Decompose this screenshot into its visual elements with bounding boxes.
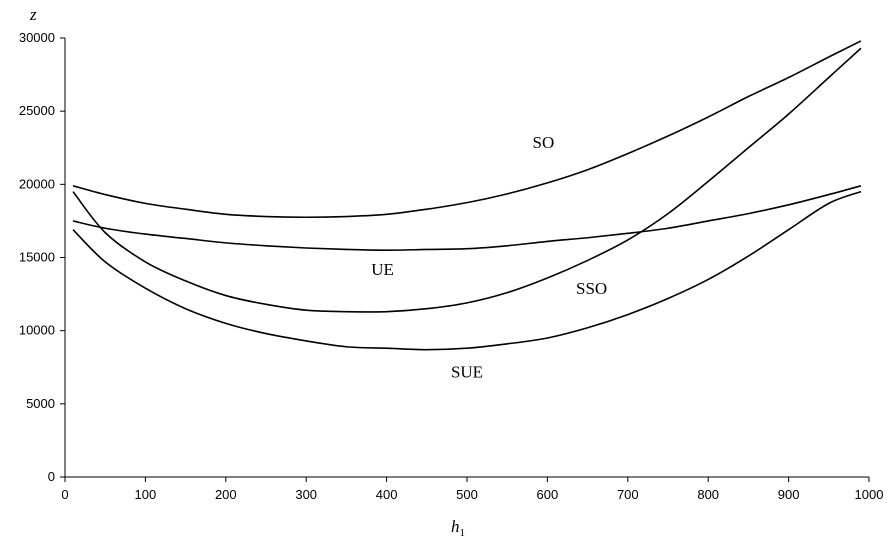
y-axis-title: z (29, 5, 37, 24)
x-axis-title-subscript: 1 (460, 527, 466, 539)
x-tick-label: 100 (135, 487, 157, 502)
y-tick-label: 20000 (19, 176, 55, 191)
series-line-sue (72, 190, 862, 351)
x-tick-label: 1000 (855, 487, 884, 502)
series-label-so: SO (533, 133, 555, 152)
y-tick-label: 0 (48, 469, 55, 484)
series-label-sue: SUE (451, 362, 483, 381)
y-tick-label: 15000 (19, 250, 55, 265)
y-tick-group: 0 5000 10000 15000 20000 25000 30000 (19, 30, 65, 484)
x-tick-group: 0 100 200 300 400 500 600 700 800 900 1000 (61, 477, 883, 502)
x-tick-label: 600 (537, 487, 559, 502)
series-label-ue: UE (371, 260, 394, 279)
x-axis-title-main: h (451, 517, 460, 536)
series-label-group: SO UE SSO SUE (371, 133, 607, 382)
series-group (72, 40, 862, 351)
x-tick-label: 0 (61, 487, 68, 502)
series-label-sso: SSO (576, 279, 607, 298)
y-tick-label: 5000 (26, 396, 55, 411)
y-tick-label: 10000 (19, 323, 55, 338)
x-tick-label: 200 (215, 487, 237, 502)
x-axis-title: h1 (451, 517, 465, 539)
series-line-so (72, 40, 862, 219)
series-line-ue (72, 185, 862, 251)
x-tick-label: 800 (697, 487, 719, 502)
y-tick-label: 30000 (19, 30, 55, 45)
y-tick-label: 25000 (19, 103, 55, 118)
x-tick-label: 700 (617, 487, 639, 502)
x-tick-label: 400 (376, 487, 398, 502)
x-tick-label: 900 (778, 487, 800, 502)
series-line-sso (72, 47, 862, 313)
x-tick-label: 300 (295, 487, 317, 502)
x-tick-label: 500 (456, 487, 478, 502)
